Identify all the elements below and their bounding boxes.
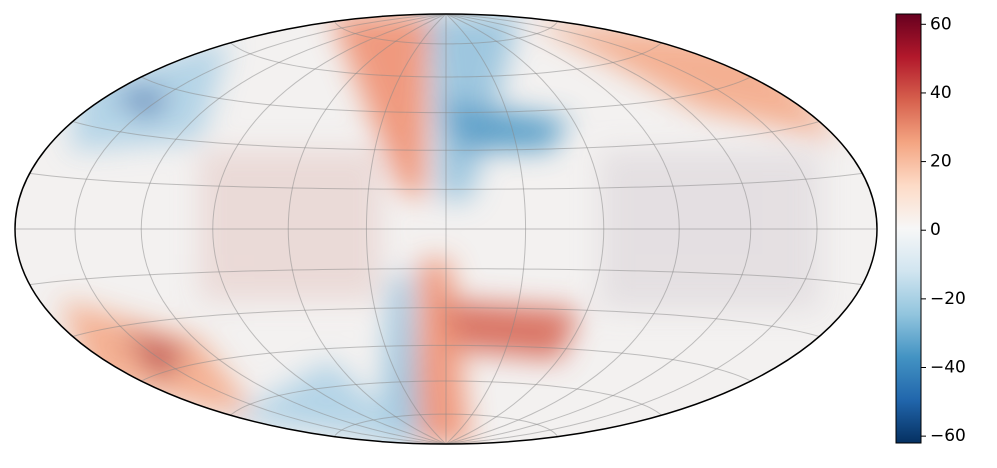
colorbar-tick-label: 0 bbox=[930, 220, 941, 240]
parallel bbox=[29, 268, 863, 286]
parallel bbox=[72, 307, 820, 337]
map-outline bbox=[14, 13, 878, 445]
parallel bbox=[29, 172, 863, 190]
parallel bbox=[230, 380, 662, 416]
colorbar-tick-label: −60 bbox=[930, 426, 966, 446]
parallel bbox=[72, 121, 820, 151]
parallel bbox=[230, 42, 662, 78]
parallel bbox=[334, 21, 558, 45]
parallel bbox=[334, 413, 558, 437]
colorbar-tick-label: 20 bbox=[930, 152, 952, 172]
colorbar-tick-label: 40 bbox=[930, 83, 952, 103]
colorbar-tick-label: −40 bbox=[930, 357, 966, 377]
colorbar-tick-label: 60 bbox=[930, 14, 952, 34]
colorbar bbox=[895, 13, 922, 444]
parallel bbox=[141, 76, 751, 114]
colorbar-tick-label: −20 bbox=[930, 289, 966, 309]
map bbox=[15, 14, 877, 444]
parallel bbox=[141, 344, 751, 382]
